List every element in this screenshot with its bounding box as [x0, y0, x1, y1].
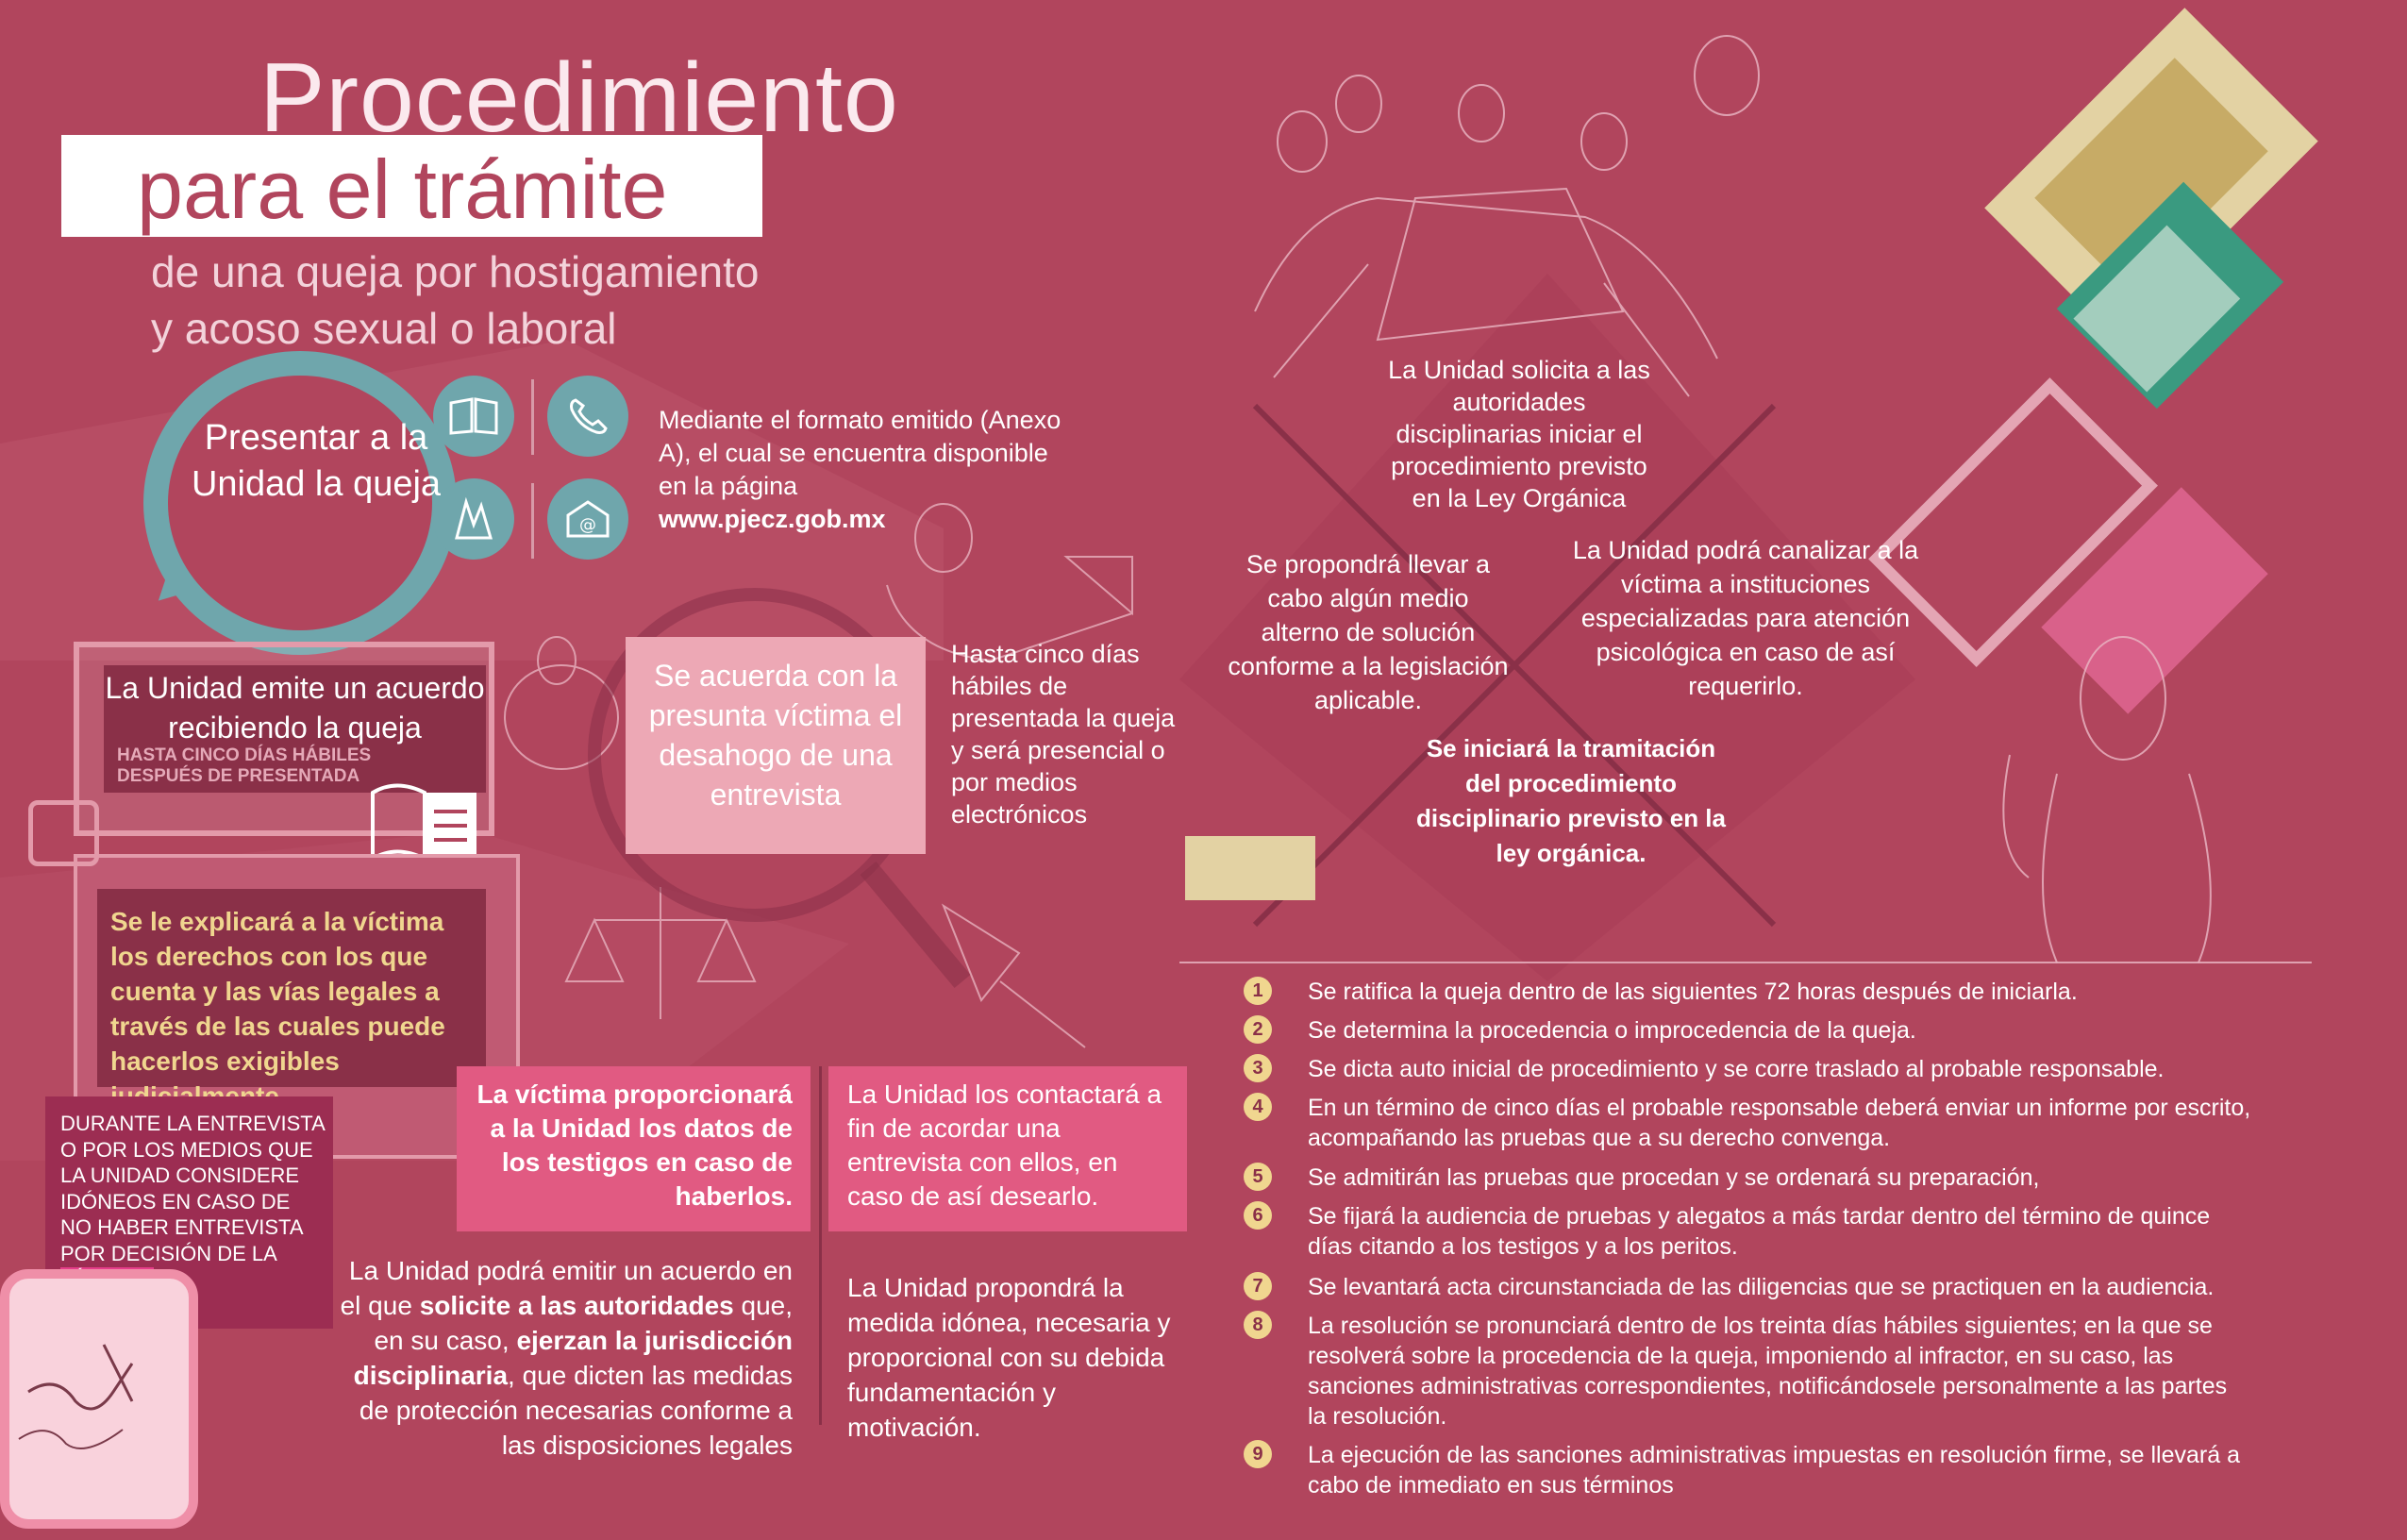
website-link[interactable]: www.pjecz.gob.mx	[659, 505, 886, 533]
podra-part-3: , que dicten las medidas de protección n…	[359, 1361, 793, 1460]
propondra-text: La Unidad propondrá la medida idónea, ne…	[847, 1273, 1171, 1442]
step-text: Se ratifica la queja dentro de las sigui…	[1308, 979, 2078, 1005]
step-text: Se determina la procedencia o improceden…	[1308, 1017, 1916, 1044]
victima-text: La víctima proporcionará a la Unidad los…	[476, 1080, 793, 1211]
beige-accent-rect	[1185, 836, 1315, 900]
subtitle-line-1: de una queja por hostigamiento	[151, 247, 760, 296]
step-text: La resolución se pronunciará dentro de l…	[1308, 1313, 2228, 1430]
icon-divider-1	[531, 379, 534, 455]
step-text: Se fijará la audiencia de pruebas y aleg…	[1308, 1203, 2211, 1260]
emite-title: La Unidad emite un acuerdo recibiendo la…	[105, 671, 485, 745]
step-text: La ejecución de las sanciones administra…	[1308, 1442, 2241, 1498]
title-line-1: Procedimiento	[259, 43, 899, 153]
subtitle: de una queja por hostigamiento y acoso s…	[151, 243, 759, 357]
email-icon: @	[547, 478, 628, 560]
contactara-box	[828, 1066, 1187, 1231]
emite-inner-box	[104, 665, 486, 793]
phone-icon	[547, 376, 628, 457]
documents-icon	[433, 478, 514, 560]
step-number: 5	[1244, 1163, 1272, 1191]
step-text: Se admitirán las pruebas que procedan y …	[1308, 1164, 2040, 1191]
quadrant-left-text: Se propondrá llevar a cabo algún medio a…	[1228, 550, 1509, 714]
podra-text: La Unidad podrá emitir un acuerdo en el …	[340, 1253, 793, 1463]
step-number: 7	[1244, 1272, 1272, 1300]
subtitle-line-2: y acoso sexual o laboral	[151, 304, 617, 353]
step-number: 6	[1244, 1201, 1272, 1230]
present-bubble-text: Presentar a la Unidad la queja	[191, 418, 442, 504]
square-beige	[1984, 8, 2318, 342]
magnifier-handle	[860, 861, 971, 989]
hand-writing-icon	[18, 1344, 134, 1449]
mediante-body: Mediante el formato emitido (Anexo A), e…	[659, 406, 1061, 500]
durante-body: Durante la entrevista o por los medios q…	[60, 1112, 325, 1265]
podra-part-1: La Unidad podrá emitir un acuerdo en el …	[340, 1256, 793, 1320]
svg-text:@: @	[579, 515, 596, 535]
center-divider	[819, 1066, 822, 1425]
square-green	[2056, 181, 2284, 410]
square-pink	[2041, 487, 2268, 714]
acuerda-text: Se acuerda con la presunta víctima el de…	[648, 659, 903, 812]
line-art-woman	[2002, 636, 2212, 963]
diamond-shape	[1179, 274, 1915, 981]
quadrant-bottom-text: Se iniciará la tramitación del procedimi…	[1416, 734, 1726, 867]
icon-divider-2	[531, 483, 534, 559]
step-number: 4	[1244, 1093, 1272, 1121]
step-number: 9	[1244, 1440, 1272, 1468]
title-box	[61, 135, 762, 237]
mediante-text: Mediante el formato emitido (Anexo A), e…	[659, 404, 1074, 536]
step-number: 3	[1244, 1054, 1272, 1082]
step-number: 2	[1244, 1015, 1272, 1044]
quadrant-top-text: La Unidad solicita a las autoridades dis…	[1388, 356, 1650, 512]
step-text: Se levantará acta circunstanciada de las…	[1308, 1274, 2215, 1300]
emite-subtitle: HASTA CINCO DÍAS HÁBILES DESPUÉS DE PRES…	[117, 745, 372, 786]
podra-bold-2: ejerzan la jurisdicción disciplinaria	[353, 1326, 793, 1390]
podra-bold-1: solicite a las autoridades	[419, 1291, 734, 1320]
line-art-meeting	[1179, 35, 2312, 963]
explicara-box	[97, 889, 486, 1087]
signature-bubble	[0, 1269, 198, 1529]
contactara-text: La Unidad los contactará a fin de acorda…	[847, 1080, 1162, 1211]
small-bubble-outline	[28, 800, 99, 866]
line-art-scales	[564, 887, 1086, 1048]
document-icon	[371, 783, 476, 862]
explicara-text: Se le explicará a la víctima los derecho…	[110, 907, 445, 1111]
victima-box	[457, 1066, 811, 1231]
book-icon	[433, 376, 514, 457]
durante-text: Durante la entrevista o por los medios q…	[60, 1111, 325, 1293]
step-text: En un término de cinco días el probable …	[1308, 1095, 2251, 1151]
quadrant-right-text: La Unidad podrá canalizar a la víctima a…	[1572, 536, 1919, 700]
podra-part-2: que, en su caso,	[374, 1291, 793, 1355]
step-number: 1	[1244, 977, 1272, 1005]
hasta-text: Hasta cinco días hábiles de presentada l…	[951, 640, 1176, 829]
line-art-desk	[504, 503, 1133, 770]
title-line-2: para el trámite	[137, 142, 668, 236]
step-number: 8	[1244, 1311, 1272, 1339]
step-text: Se dicta auto inicial de procedimiento y…	[1308, 1056, 2165, 1082]
square-outline	[1868, 377, 2158, 667]
acuerda-box	[626, 637, 926, 854]
diamond-line-2	[1252, 403, 1777, 928]
